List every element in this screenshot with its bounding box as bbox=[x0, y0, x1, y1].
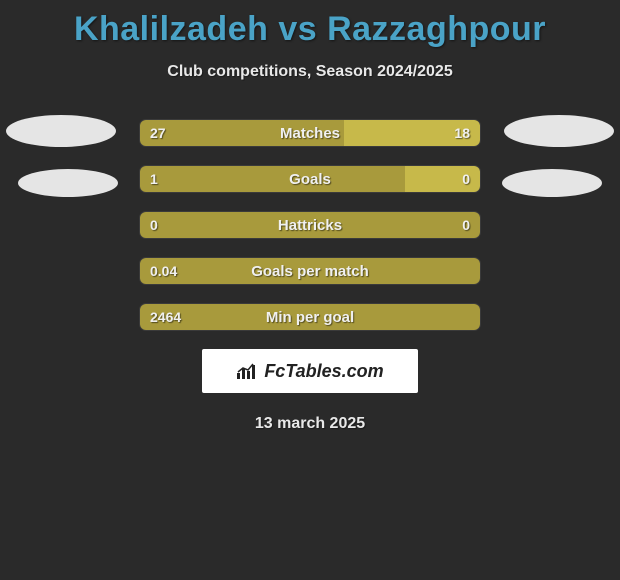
player-shadow-right bbox=[502, 169, 602, 197]
stat-label: Goals bbox=[140, 166, 480, 192]
stats-area: 2718Matches 10Goals 00Hattricks 0.04Goals p… bbox=[0, 119, 620, 331]
stat-row: 2718Matches bbox=[139, 119, 481, 147]
stat-label: Hattricks bbox=[140, 212, 480, 238]
player-shadow-left bbox=[18, 169, 118, 197]
stat-row: 10Goals bbox=[139, 165, 481, 193]
logo-text: FcTables.com bbox=[264, 361, 383, 382]
stat-bars: 2718Matches 10Goals 00Hattricks 0.04Goals p… bbox=[139, 119, 481, 331]
chart-icon bbox=[236, 362, 258, 380]
stat-row: 2464Min per goal bbox=[139, 303, 481, 331]
date-label: 13 march 2025 bbox=[0, 415, 620, 433]
stat-row: 0.04Goals per match bbox=[139, 257, 481, 285]
stat-label: Goals per match bbox=[140, 258, 480, 284]
page-title: Khalilzadeh vs Razzaghpour bbox=[0, 0, 620, 49]
stat-label: Matches bbox=[140, 120, 480, 146]
stat-row: 00Hattricks bbox=[139, 211, 481, 239]
subtitle: Club competitions, Season 2024/2025 bbox=[0, 63, 620, 81]
stat-label: Min per goal bbox=[140, 304, 480, 330]
fctables-logo: FcTables.com bbox=[202, 349, 418, 393]
player-avatar-right bbox=[504, 115, 614, 147]
player-avatar-left bbox=[6, 115, 116, 147]
